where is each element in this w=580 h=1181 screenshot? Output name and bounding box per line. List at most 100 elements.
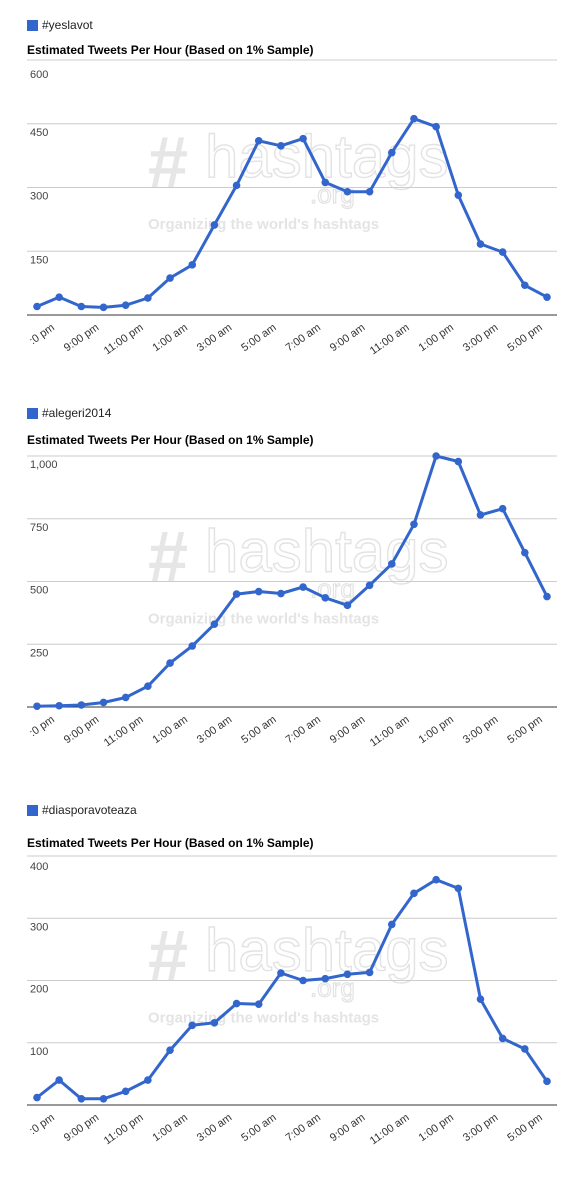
data-point <box>365 187 374 196</box>
data-point <box>387 560 396 568</box>
x-tick-label: :0 pm <box>27 322 56 348</box>
chart-title-1: Estimated Tweets Per Hour (Based on 1% S… <box>27 43 314 57</box>
x-tick-label: :0 pm <box>27 1112 56 1138</box>
data-point <box>321 178 330 187</box>
y-tick-label: 450 <box>30 127 48 139</box>
data-point <box>166 659 174 667</box>
data-point <box>277 142 285 150</box>
y-tick-label: 200 <box>30 984 48 996</box>
legend-2[interactable]: #alegeri2014 <box>27 406 111 420</box>
data-point <box>210 620 219 628</box>
legend-3[interactable]: #diasporavoteaza <box>27 803 137 817</box>
x-tick-label: 11:00 pm <box>102 714 146 750</box>
x-tick-label: 5:00 pm <box>505 322 544 355</box>
data-point <box>454 457 463 466</box>
data-point <box>454 884 463 893</box>
data-point <box>55 293 63 301</box>
x-tick-label: :0 pm <box>27 714 56 740</box>
data-point <box>543 1077 551 1086</box>
x-tick-label: 11:00 am <box>368 1112 412 1148</box>
chart-title-3: Estimated Tweets Per Hour (Based on 1% S… <box>27 836 314 850</box>
data-point <box>321 594 330 602</box>
data-point <box>232 590 241 598</box>
data-point <box>144 1076 152 1084</box>
data-point <box>210 1019 219 1027</box>
data-point <box>476 240 485 248</box>
data-point <box>121 1087 130 1096</box>
watermark-hash: # <box>148 917 188 997</box>
y-tick-label: 300 <box>30 191 48 203</box>
data-point <box>543 592 551 601</box>
legend-label-2: #alegeri2014 <box>42 406 112 420</box>
series-line <box>36 878 549 1101</box>
x-tick-label: 1:00 pm <box>417 322 456 355</box>
legend-swatch-3 <box>27 804 38 816</box>
data-point <box>55 1076 63 1084</box>
legend-label-3: #diasporavoteaza <box>42 803 137 817</box>
data-point <box>254 1000 263 1008</box>
data-point <box>188 261 197 269</box>
x-tick-label: 3:00 pm <box>461 1112 500 1145</box>
data-point <box>254 136 263 145</box>
x-tick-label: 5:00 am <box>239 714 278 747</box>
y-tick-label: 400 <box>30 861 48 873</box>
data-point <box>521 548 529 557</box>
data-point <box>144 682 152 690</box>
data-point <box>77 701 86 709</box>
x-tick-label: 1:00 am <box>150 322 189 355</box>
watermark-brand: hashtags <box>205 517 449 584</box>
data-point <box>454 191 463 199</box>
chart-panel-2: #alegeri2014 Estimated Tweets Per Hour (… <box>0 395 580 795</box>
x-tick-label: 1:00 am <box>150 1112 189 1145</box>
chart-panel-3: #diasporavoteaza Estimated Tweets Per Ho… <box>0 795 580 1181</box>
data-point <box>321 974 330 983</box>
data-point <box>343 601 352 610</box>
data-point <box>543 293 551 301</box>
x-tick-label: 9:00 am <box>328 322 367 355</box>
watermark-tagline: Organizing the world's hashtags <box>148 1010 379 1027</box>
data-point <box>55 701 63 710</box>
data-point <box>277 969 285 977</box>
watermark-tagline: Organizing the world's hashtags <box>148 216 379 233</box>
data-point <box>410 889 418 898</box>
x-tick-label: 5:00 am <box>239 1112 278 1145</box>
legend-swatch-2 <box>27 407 38 419</box>
data-point <box>210 221 219 229</box>
y-tick-label: 250 <box>30 647 48 659</box>
watermark-tagline: Organizing the world's hashtags <box>148 610 379 627</box>
y-tick-label: 1,000 <box>30 459 58 471</box>
data-point <box>166 1046 174 1055</box>
data-point <box>254 587 263 596</box>
data-point <box>365 581 374 590</box>
x-tick-label: 9:00 am <box>328 714 367 747</box>
data-point <box>33 302 41 311</box>
x-tick-label: 9:00 pm <box>62 1112 101 1145</box>
chart-panel-1: #yeslavot Estimated Tweets Per Hour (Bas… <box>0 0 580 395</box>
data-point <box>99 303 108 312</box>
data-point <box>432 875 440 884</box>
data-point <box>232 999 241 1008</box>
x-tick-label: 7:00 am <box>284 1112 323 1145</box>
x-tick-label: 11:00 pm <box>102 1112 146 1148</box>
data-point <box>299 976 307 985</box>
legend-1[interactable]: #yeslavot <box>27 18 93 32</box>
data-point <box>188 642 197 650</box>
data-point <box>521 281 529 290</box>
chart-title-2: Estimated Tweets Per Hour (Based on 1% S… <box>27 433 314 447</box>
y-tick-label: 300 <box>30 921 48 933</box>
x-tick-label: 9:00 pm <box>62 714 101 747</box>
data-point <box>299 583 307 591</box>
y-tick-label: 500 <box>30 585 48 597</box>
x-tick-label: 7:00 am <box>284 322 323 355</box>
data-point <box>365 968 374 977</box>
watermark-hash: # <box>148 517 188 597</box>
data-point <box>99 1094 108 1103</box>
data-point <box>33 702 41 711</box>
x-tick-label: 1:00 pm <box>417 1112 456 1145</box>
x-tick-label: 7:00 am <box>284 714 323 747</box>
data-point <box>188 1021 197 1030</box>
legend-swatch-1 <box>27 19 38 31</box>
